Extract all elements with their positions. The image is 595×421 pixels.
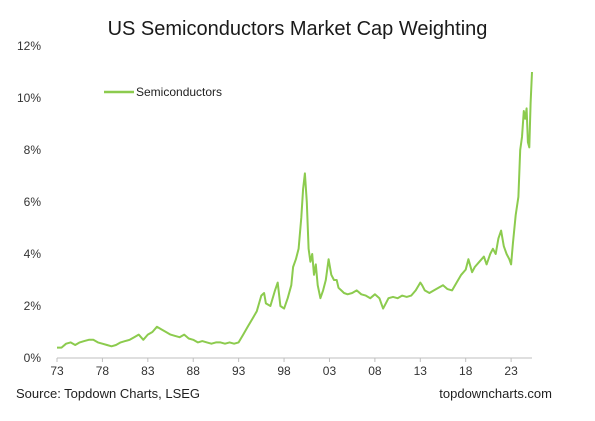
- x-tick-label: 08: [368, 364, 382, 378]
- y-tick-label: 10%: [17, 91, 41, 105]
- source-note: Source: Topdown Charts, LSEG: [16, 386, 201, 401]
- y-tick-label: 8%: [24, 143, 42, 157]
- x-tick-label: 93: [232, 364, 246, 378]
- y-tick-label: 6%: [24, 195, 42, 209]
- x-tick-label: 03: [323, 364, 337, 378]
- x-tick-label: 18: [459, 364, 473, 378]
- y-tick-label: 4%: [24, 247, 42, 261]
- y-tick-label: 12%: [17, 39, 41, 53]
- x-tick-label: 73: [50, 364, 64, 378]
- x-tick-label: 78: [96, 364, 110, 378]
- series-line-semiconductors: [57, 71, 533, 349]
- brand-watermark: topdowncharts.com: [439, 386, 552, 401]
- y-tick-label: 2%: [24, 299, 42, 313]
- legend-label-semiconductors: Semiconductors: [136, 85, 222, 99]
- y-tick-label: 0%: [24, 351, 42, 365]
- chart-title: US Semiconductors Market Cap Weighting: [107, 18, 488, 40]
- x-tick-label: 88: [187, 364, 201, 378]
- x-tick-label: 98: [277, 364, 291, 378]
- x-tick-label: 23: [504, 364, 518, 378]
- x-tick-label: 83: [141, 364, 155, 378]
- x-tick-label: 13: [414, 364, 428, 378]
